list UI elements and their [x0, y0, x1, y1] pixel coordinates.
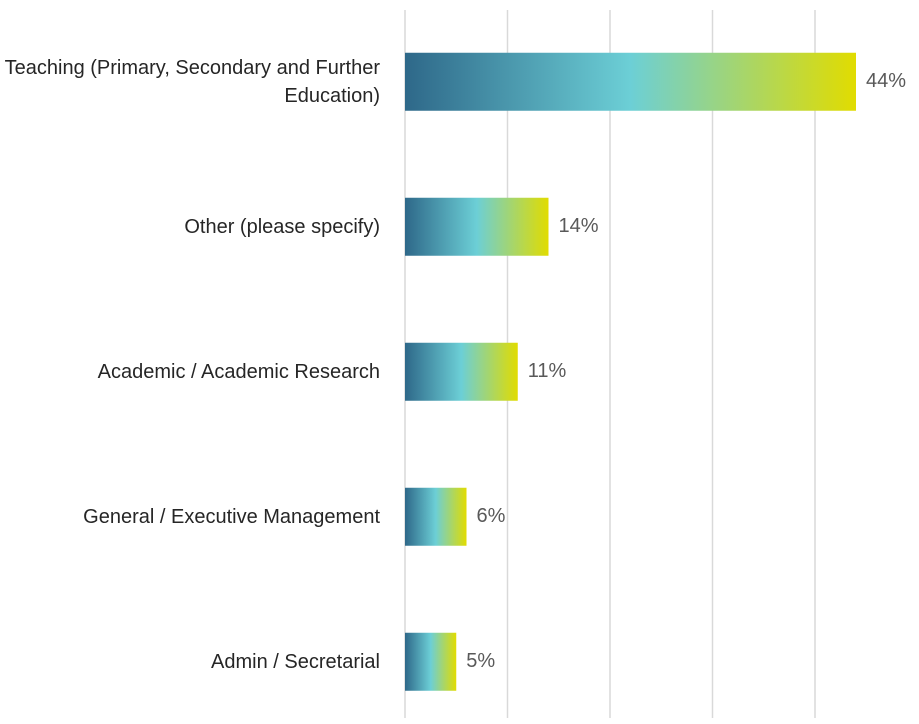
- data-label: 6%: [477, 505, 506, 527]
- data-label: 14%: [559, 215, 599, 237]
- bar: [405, 52, 856, 111]
- category-label: Teaching (Primary, Secondary and Further…: [4, 56, 380, 107]
- category-label: Academic / Academic Research: [97, 360, 380, 383]
- bar: [405, 487, 467, 546]
- data-label: 11%: [528, 360, 567, 382]
- category-label: Other (please specify): [184, 215, 380, 238]
- category-label: General / Executive Management: [83, 505, 380, 528]
- bar: [405, 342, 518, 401]
- data-label: 44%: [866, 70, 906, 92]
- data-label: 5%: [466, 650, 495, 672]
- bar: [405, 632, 457, 691]
- category-label: Admin / Secretarial: [211, 650, 380, 673]
- bar: [405, 197, 549, 256]
